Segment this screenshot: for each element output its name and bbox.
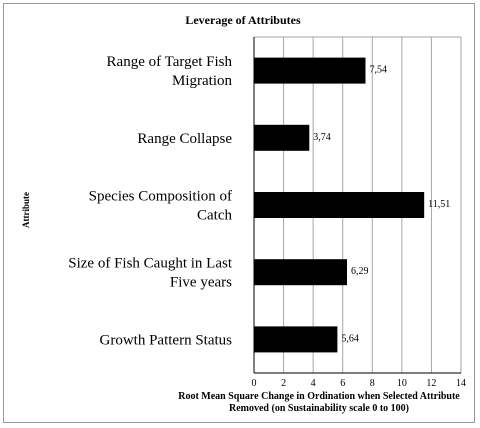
category-label: Growth Pattern Status bbox=[100, 332, 233, 348]
bar bbox=[254, 192, 425, 218]
category-label: Size of Fish Caught in Last Five years bbox=[68, 256, 233, 291]
data-label: 7,54 bbox=[369, 65, 387, 76]
x-tick-label: 10 bbox=[397, 378, 407, 389]
category-labels: Range of Target Fish Migration Range Colla… bbox=[68, 54, 233, 348]
x-axis-label-line: Root Mean Square Change in Ordination wh… bbox=[178, 391, 460, 402]
x-axis-label: Root Mean Square Change in Ordination wh… bbox=[178, 391, 460, 414]
data-label: 3,74 bbox=[313, 132, 331, 143]
data-label: 11,51 bbox=[428, 199, 450, 210]
x-tick-label: 2 bbox=[281, 378, 286, 389]
chart-frame bbox=[3, 3, 475, 423]
chart-title: Leverage of Attributes bbox=[185, 13, 301, 27]
category-label: Species Composition of Catch bbox=[89, 189, 233, 224]
data-label: 5,64 bbox=[341, 333, 359, 344]
y-axis-label: Attribute bbox=[21, 192, 31, 228]
axes: 0 2 4 6 8 10 12 14 bbox=[252, 37, 466, 389]
data-label: 6,29 bbox=[351, 266, 369, 277]
bar bbox=[254, 259, 348, 286]
x-axis-label-line: Removed (on Sustainability scale 0 to 10… bbox=[229, 403, 409, 414]
category-label: Range of Target Fish Migration bbox=[107, 54, 233, 89]
grid-lines bbox=[254, 36, 462, 373]
x-tick-label: 4 bbox=[311, 378, 316, 389]
x-tick-label: 6 bbox=[340, 378, 345, 389]
category-label: Range Collapse bbox=[137, 131, 232, 147]
bar bbox=[254, 124, 310, 151]
x-tick-label: 12 bbox=[426, 378, 436, 389]
x-tick-label: 0 bbox=[252, 378, 257, 389]
x-tick-label: 8 bbox=[370, 378, 375, 389]
x-tick-label: 14 bbox=[456, 378, 466, 389]
bar bbox=[254, 57, 366, 84]
bars-group: 7,54 3,74 11,51 6,29 5,64 bbox=[254, 57, 450, 353]
bar bbox=[254, 326, 338, 353]
